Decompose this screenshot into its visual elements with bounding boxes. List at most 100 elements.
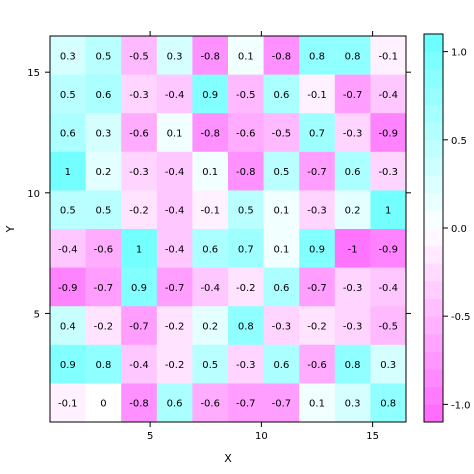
heatmap-cell (263, 190, 300, 230)
cell-value-label: 0.5 (60, 206, 76, 217)
heatmap-cell (156, 190, 193, 230)
heatmap-cell (192, 74, 229, 114)
cell-value-label: -0.8 (200, 51, 220, 62)
heatmap-cell (50, 306, 86, 346)
heatmap-cell (228, 306, 264, 346)
cell-value-label: 0.3 (95, 129, 111, 140)
colorbar-segment (424, 104, 443, 123)
heatmap-cell (121, 74, 158, 114)
heatmap-cell (299, 151, 336, 191)
cell-value-label: 0.5 (202, 360, 218, 371)
cell-value-label: -0.7 (307, 283, 327, 294)
colorbar-segment (424, 386, 443, 405)
cell-value-label: -0.4 (165, 206, 185, 217)
heatmap-cell (192, 113, 229, 153)
cell-value-label: -0.4 (165, 90, 185, 101)
cell-value-label: -0.1 (307, 90, 327, 101)
cell-value-label: -0.4 (129, 360, 149, 371)
heatmap-cell (192, 36, 229, 75)
cell-value-label: 0.6 (273, 360, 289, 371)
colorbar-tick-label: 0.0 (451, 224, 467, 235)
cell-value-label: -1 (348, 244, 358, 255)
heatmap-cell (85, 344, 122, 384)
cell-value-label: 0.9 (131, 283, 147, 294)
cell-value-label: 0.9 (309, 244, 325, 255)
y-tick-label: 10 (27, 189, 40, 200)
cell-value-label: 0.4 (60, 322, 76, 333)
heatmap-cell (85, 151, 122, 191)
cell-value-label: 0.8 (345, 360, 361, 371)
heatmap-cell (156, 267, 193, 307)
cell-value-label: 0.7 (309, 129, 325, 140)
heatmap-cell (370, 267, 407, 307)
heatmap-cell (263, 36, 300, 75)
cell-value-label: -0.3 (236, 360, 256, 371)
cell-value-label: 1 (136, 244, 142, 255)
heatmap-cell (156, 306, 193, 346)
cell-value-label: -0.7 (165, 283, 185, 294)
cell-value-label: -0.1 (378, 51, 398, 62)
cell-value-label: -0.6 (94, 244, 114, 255)
cell-value-label: -0.6 (236, 129, 256, 140)
heatmap-cell (299, 229, 336, 268)
heatmap-cell (228, 113, 264, 153)
cell-value-label: -0.5 (236, 90, 256, 101)
heatmap-cell (192, 344, 229, 384)
cell-value-label: 0.8 (309, 51, 325, 62)
heatmap-cell (334, 267, 371, 307)
heatmap-cell (263, 74, 300, 114)
cell-value-label: -0.6 (200, 399, 220, 410)
cell-value-label: -0.1 (58, 399, 78, 410)
heatmap-cell (370, 74, 407, 114)
cell-value-label: -0.8 (200, 129, 220, 140)
colorbar-tick-label: -0.5 (451, 312, 471, 323)
cell-value-label: -0.3 (343, 129, 363, 140)
heatmap-cell (299, 344, 336, 384)
cell-value-label: -0.3 (343, 283, 363, 294)
heatmap-cell-labels: 0.3 0.5 -0.5 0.3 -0.8 0.1 -0.8 0.8 0.8 -0.1 0.5 0.6… (58, 51, 398, 409)
cell-value-label: -0.3 (343, 322, 363, 333)
cell-value-label: -0.5 (129, 51, 149, 62)
heatmap-cell (334, 74, 371, 114)
colorbar-segment (424, 34, 443, 53)
heatmap-cell (263, 229, 300, 268)
cell-value-label: -0.7 (236, 399, 256, 410)
y-tick-label: 5 (34, 309, 40, 320)
heatmap-cell (263, 344, 300, 384)
heatmap-cell (370, 151, 407, 191)
cell-value-label: -0.2 (307, 322, 327, 333)
heatmap-cell (299, 74, 336, 114)
cell-value-label: -0.3 (129, 90, 149, 101)
heatmap-cell (85, 267, 122, 307)
heatmap-cell (85, 113, 122, 153)
colorbar-segment (424, 210, 443, 229)
heatmap-cell (299, 113, 336, 153)
heatmap-cell (85, 306, 122, 346)
cell-value-label: 0.2 (345, 206, 361, 217)
cell-value-label: 0.3 (345, 399, 361, 410)
heatmap-cell (370, 190, 407, 230)
cell-value-label: -0.1 (200, 206, 220, 217)
heatmap-cell (334, 113, 371, 153)
heatmap-cell (299, 36, 336, 75)
heatmap-cell (299, 190, 336, 230)
heatmap-cell (228, 151, 264, 191)
heatmap-cell (370, 383, 407, 423)
heatmap-cell (370, 344, 407, 384)
cell-value-label: 0.5 (95, 206, 111, 217)
heatmap-cell (299, 306, 336, 346)
heatmap-cell (228, 74, 264, 114)
cell-value-label: -0.7 (129, 322, 149, 333)
colorbar-segment (424, 298, 443, 317)
cell-value-label: -0.2 (236, 283, 256, 294)
colorbar-segment (424, 333, 443, 352)
cell-value-label: 1 (385, 206, 391, 217)
colorbar-segment (424, 157, 443, 176)
cell-value-label: 0.3 (167, 51, 183, 62)
heatmap-cell (50, 190, 86, 230)
cell-value-label: 0.1 (167, 129, 183, 140)
cell-value-label: 0.6 (273, 90, 289, 101)
heatmap-cell (85, 383, 122, 423)
colorbar-segment (424, 139, 443, 158)
heatmap-cell (299, 267, 336, 307)
